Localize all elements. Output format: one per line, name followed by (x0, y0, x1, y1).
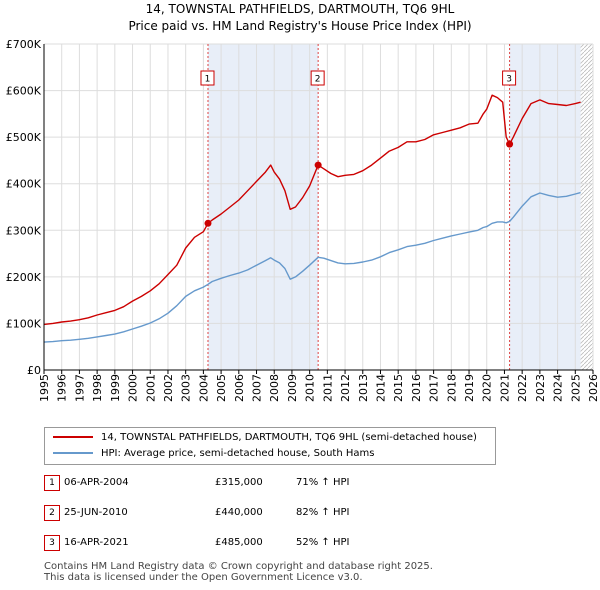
sale-price: £440,000 (215, 507, 263, 518)
sale-number-label: 2 (315, 75, 321, 85)
sale-number-badge (502, 70, 517, 86)
x-tick-label: 2011 (321, 374, 334, 402)
x-tick-label: 2002 (162, 374, 175, 402)
sale-hpi-change: 82% ↑ HPI (296, 507, 350, 518)
y-tick-label: £100K (6, 317, 42, 330)
x-tick-label: 2025 (569, 374, 582, 402)
x-tick-label: 2008 (268, 374, 281, 402)
x-tick-label: 2003 (180, 374, 193, 402)
x-tick-label: 2024 (552, 374, 565, 402)
sale-number-badge: 1 (44, 475, 60, 491)
y-tick-label: £400K (6, 178, 42, 191)
x-tick-label: 2015 (392, 374, 405, 402)
x-tick-label: 2014 (374, 374, 387, 402)
x-tick-label: 2021 (498, 374, 511, 402)
x-tick-label: 2018 (445, 374, 458, 402)
sale-date: 06-APR-2004 (64, 477, 129, 488)
x-tick-label: 1999 (109, 374, 122, 402)
x-tick-label: 1997 (73, 374, 86, 402)
legend-swatch-hpi (53, 452, 93, 454)
chart-title-line-2: Price paid vs. HM Land Registry's House … (128, 19, 472, 33)
y-tick-label: £300K (6, 224, 42, 237)
footer-attribution: Contains HM Land Registry data © Crown c… (44, 561, 433, 583)
footer-line-1: Contains HM Land Registry data © Crown c… (44, 561, 433, 572)
sale-point (506, 140, 514, 148)
footer-line-2: This data is licensed under the Open Gov… (44, 572, 363, 583)
x-tick-label: 2023 (534, 374, 547, 402)
legend-label-price: 14, TOWNSTAL PATHFIELDS, DARTMOUTH, TQ6 … (101, 432, 477, 443)
legend-label-hpi: HPI: Average price, semi-detached house,… (101, 448, 375, 459)
y-tick-label: £200K (6, 271, 42, 284)
x-tick-label: 1996 (56, 374, 69, 402)
x-tick-label: 2026 (587, 374, 600, 402)
y-tick-label: £700K (6, 38, 42, 51)
sale-number-label: 3 (506, 75, 512, 85)
sale-date: 16-APR-2021 (64, 537, 129, 548)
legend-item-price: 14, TOWNSTAL PATHFIELDS, DARTMOUTH, TQ6 … (53, 430, 477, 446)
x-tick-label: 1998 (91, 374, 104, 402)
y-tick-label: £600K (6, 85, 42, 98)
sale-number-badge (310, 70, 325, 86)
x-tick-label: 1995 (38, 374, 51, 402)
legend-swatch-price (53, 436, 93, 438)
price-chart: 1 2 3 £0 £100K £200K £300K £400K £500K £600K £700… (6, 38, 600, 402)
sale-hpi-change: 52% ↑ HPI (296, 537, 350, 548)
sale-number-badge: 2 (44, 505, 60, 521)
x-tick-label: 2001 (144, 374, 157, 402)
chart-title-line-1: 14, TOWNSTAL PATHFIELDS, DARTMOUTH, TQ6 … (145, 2, 455, 16)
x-tick-label: 2010 (304, 374, 317, 402)
sale-row: 1 06-APR-2004 £315,000 71% ↑ HPI (44, 473, 574, 493)
x-tick-label: 2004 (197, 374, 210, 402)
x-tick-label: 2013 (357, 374, 370, 402)
sale-date: 25-JUN-2010 (64, 507, 128, 518)
sale-row: 2 25-JUN-2010 £440,000 82% ↑ HPI (44, 503, 574, 523)
hpi-line (44, 191, 581, 343)
sale-row: 3 16-APR-2021 £485,000 52% ↑ HPI (44, 533, 574, 553)
x-tick-label: 2016 (410, 374, 423, 402)
x-tick-label: 2022 (516, 374, 529, 402)
legend: 14, TOWNSTAL PATHFIELDS, DARTMOUTH, TQ6 … (44, 427, 496, 465)
x-tick-label: 2017 (428, 374, 441, 402)
sale-number-label: 1 (205, 75, 211, 85)
x-tick-label: 2000 (127, 374, 140, 402)
x-tick-label: 2019 (463, 374, 476, 402)
sale-price: £485,000 (215, 537, 263, 548)
shaded-period (207, 44, 319, 370)
shaded-period (509, 44, 581, 370)
forecast-hatch (580, 44, 593, 370)
x-tick-label: 2007 (251, 374, 264, 402)
sale-number-badge (200, 70, 215, 86)
sale-point (204, 219, 212, 227)
sale-number-badge: 3 (44, 535, 60, 551)
x-tick-label: 2012 (339, 374, 352, 402)
sale-hpi-change: 71% ↑ HPI (296, 477, 350, 488)
x-tick-label: 2005 (215, 374, 228, 402)
legend-item-hpi: HPI: Average price, semi-detached house,… (53, 446, 374, 462)
y-tick-label: £0 (27, 364, 41, 377)
y-tick-label: £500K (6, 131, 42, 144)
x-tick-label: 2009 (286, 374, 299, 402)
sale-price: £315,000 (215, 477, 263, 488)
sale-point (314, 161, 322, 169)
x-tick-label: 2006 (233, 374, 246, 402)
x-tick-label: 2020 (481, 374, 494, 402)
